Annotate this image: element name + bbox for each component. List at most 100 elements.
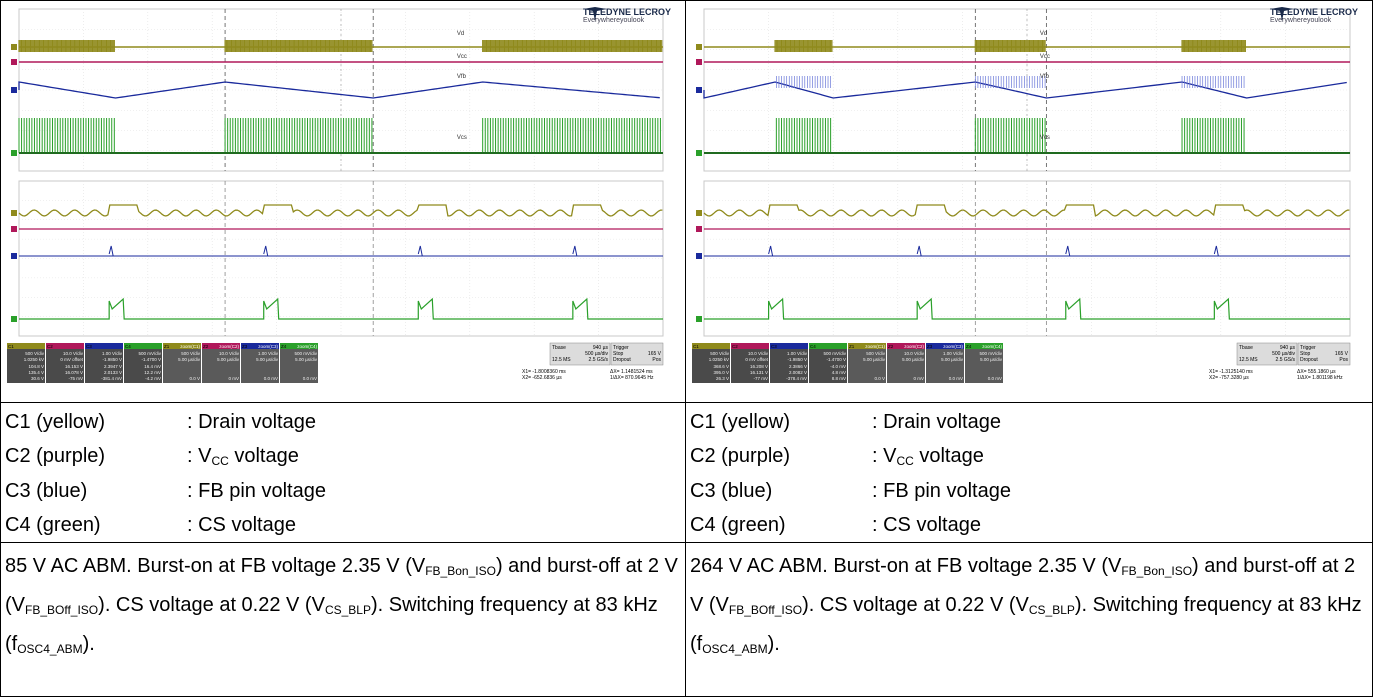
zoom-tag: Z3 [927,344,933,349]
trigger-bg [610,342,664,366]
channel-m2: 16.078 V [65,370,83,375]
zoom-info-bg [965,343,1003,383]
trigger-edge: Pos [652,357,661,363]
zoom-info-bg [280,343,318,383]
zoom-name: zoom(C2) [904,344,924,349]
channel-offset: 1.0250 kV [24,357,44,362]
cursor-dx: ΔX= 1.1481524 ms [610,369,653,375]
zoom-vdiv: 500 mV/div [979,351,1002,356]
channel-vdiv: 500 mV/div [138,351,161,356]
channel-info-bg [124,343,162,383]
channel-vdiv: 500 V/div [710,351,730,356]
channel-info-box: C3 1.00 V/div-1.9850 V 2.3947 V2.0133 V-38… [85,343,123,383]
timebase-bg [549,342,611,366]
trigger-level: 165 V [1335,351,1349,357]
teledyne-logo-right: TELEDYNE LECROY Everywhereyoulook [1270,7,1358,25]
channel-tag: C2 [732,344,738,349]
channel-offset: 0 mV offset [60,357,83,362]
timebase-gs: 2.5 GS/s [1276,357,1296,363]
legend-desc: : Drain voltage [872,410,1001,433]
zoom-info-bg [926,343,964,383]
channel-info-bg [692,343,730,383]
zoom-info-header [887,343,925,349]
zoom-tdiv: 5.00 µs/div [980,357,1003,362]
legend-desc: : VCC voltage [872,445,984,469]
trigger-type: Dropout [613,357,631,363]
channel-info-bg [85,343,123,383]
trigger-type: Dropout [1300,357,1318,363]
cursor-dx: ΔX= 555.1860 µs [1297,369,1336,375]
channel-vdiv: 500 V/div [25,351,45,356]
channel-m2: 135.4 V [28,370,44,375]
channel-m1: -4.0 mV [830,364,846,369]
zoom-info-bg [241,343,279,383]
channel-dy: 26.3 V [716,376,729,381]
zoom-dy: 0.0 mV [949,376,963,381]
zoom-c3-spike [263,245,269,257]
channel-tag: C4 [810,344,816,349]
channel-marker [696,44,702,50]
channel-dy: -381.4 mV [101,376,122,381]
zoom-tdiv: 5.00 µs/div [941,357,964,362]
channel-m1: 16.4 mV [144,364,161,369]
zoom-info-header [241,343,279,349]
legend-desc: : CS voltage [187,514,296,537]
channel-m2: 4.8 mV [832,370,846,375]
trace-label-vfb: Vfb [457,74,467,80]
zoom-vdiv: 500 V/div [181,351,201,356]
zoom-dy: 0.0 mV [264,376,278,381]
channel-vdiv: 1.00 V/div [102,351,123,356]
timebase-gs: 2.5 GS/s [589,357,609,363]
channel-offset: -1.9850 V [787,357,807,362]
timebase-label: Tbase [1239,345,1253,351]
zoom-tag: Z4 [281,344,287,349]
channel-vdiv: 500 mV/div [823,351,846,356]
trace-label-vcs: Vcs [457,135,467,141]
channel-tag: C4 [125,344,131,349]
zoom-dy: 0.0 V [189,376,200,381]
channel-m2: 2.0082 V [789,370,807,375]
channel-marker [11,316,17,322]
channel-marker [11,87,17,93]
zoom-trace-c4 [704,297,1350,320]
brand-name: TELEDYNE LECROY [1270,7,1359,17]
trace-label-vd: Vd [457,31,464,37]
channel-m2: 395.0 V [713,370,729,375]
zoom-vdiv: 10.0 V/div [219,351,240,356]
caption-note-right: 264 V AC ABM. Burst-on at FB voltage 2.3… [685,542,1373,697]
zoom-tag: Z2 [203,344,209,349]
channel-vdiv: 1.00 V/div [787,351,808,356]
zoom-name: zoom(C4) [297,344,317,349]
legend-channel: C4 (green) [690,514,786,537]
channel-offset: 0 mV offset [745,357,768,362]
channel-marker [696,150,702,156]
zoom-info-header [965,343,1003,349]
cursor-x1: X1= -1.3125140 ms [1209,369,1253,375]
zoom-dy: 0 mV [228,376,239,381]
zoom-name: zoom(C4) [982,344,1002,349]
channel-info-header [124,343,162,349]
zoom-tag: Z2 [888,344,894,349]
trace-c3-spikes [776,76,1245,88]
zoom-info-bg [163,343,201,383]
trigger-edge: Pos [1339,357,1348,363]
channel-m2: 2.0133 V [104,370,122,375]
channel-m2: 16.131 V [750,370,768,375]
channel-info-box: C4 500 mV/div-1.4700 V -4.0 mV4.8 mV8.8 mV [809,343,847,383]
trigger-mode: Stop [1300,351,1311,357]
zoom-vdiv: 1.00 V/div [258,351,279,356]
channel-legend-left: C1 (yellow) : Drain voltage C2 (purple) … [0,402,686,543]
